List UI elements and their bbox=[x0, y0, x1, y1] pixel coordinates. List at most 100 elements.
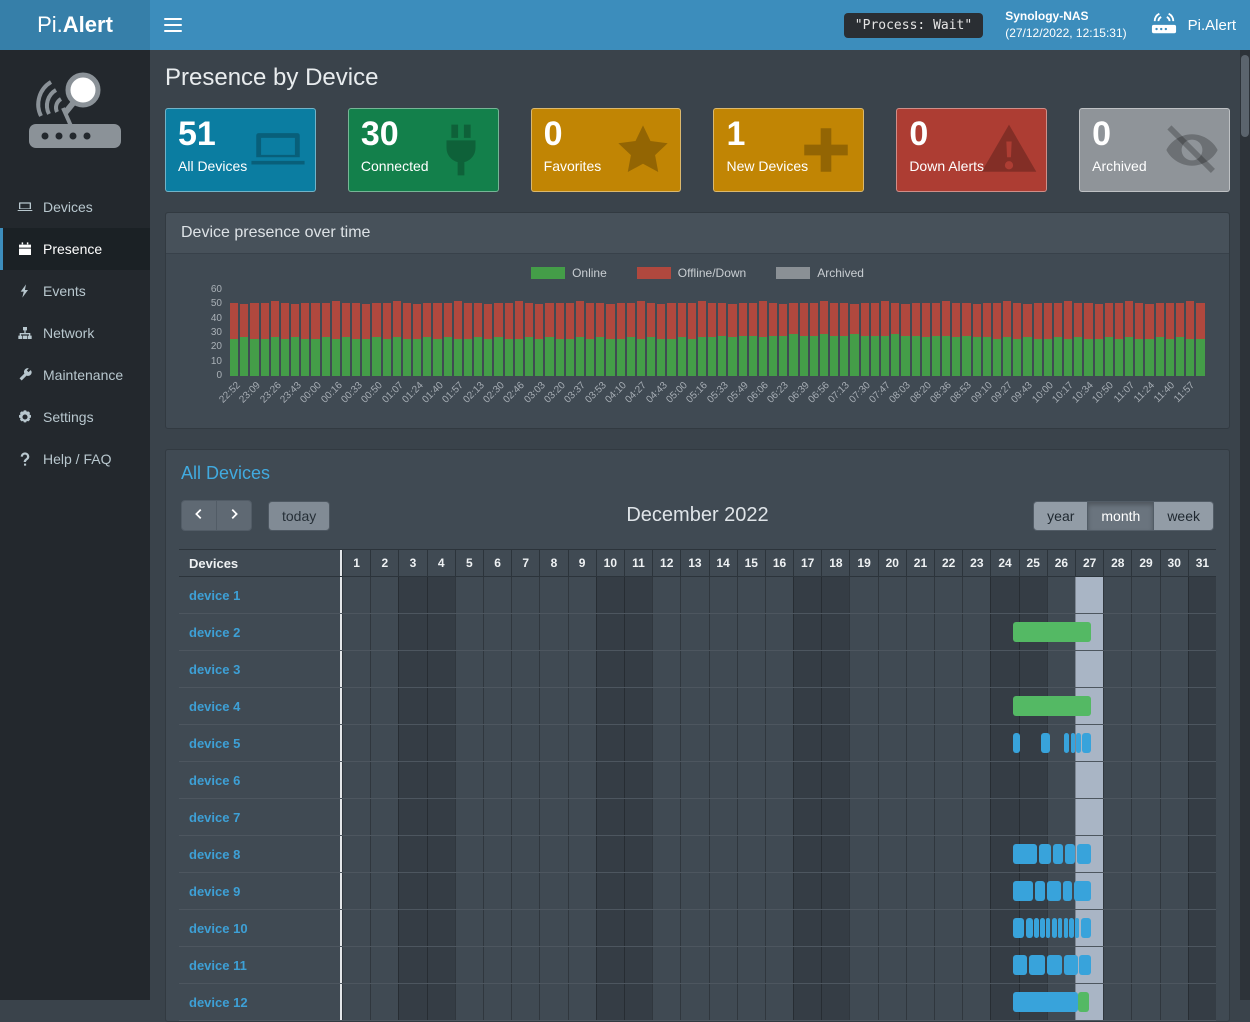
scrollbar-track[interactable] bbox=[1240, 50, 1250, 1000]
day-cell bbox=[511, 651, 539, 687]
device-link[interactable]: device 12 bbox=[189, 994, 248, 1010]
chart-bar bbox=[484, 290, 493, 376]
chart-bar bbox=[301, 290, 310, 376]
presence-bar[interactable] bbox=[1029, 955, 1046, 975]
app-logo[interactable]: Pi. Alert bbox=[0, 0, 150, 50]
wrench-icon bbox=[17, 367, 33, 383]
card-connected[interactable]: 30 Connected bbox=[347, 108, 499, 192]
scrollbar-thumb[interactable] bbox=[1241, 55, 1249, 137]
sidebar-item-events[interactable]: Events bbox=[0, 270, 150, 312]
today-button[interactable]: today bbox=[268, 500, 331, 531]
card-archived[interactable]: 0 Archived bbox=[1079, 108, 1230, 192]
presence-bar[interactable] bbox=[1040, 918, 1045, 938]
card-all-devices[interactable]: 51 All Devices bbox=[165, 108, 316, 192]
day-cell bbox=[1103, 836, 1131, 872]
sidebar-item-settings[interactable]: Settings bbox=[0, 396, 150, 438]
day-cell bbox=[426, 725, 455, 761]
device-link[interactable]: device 7 bbox=[189, 809, 241, 825]
day-cell bbox=[342, 799, 370, 835]
presence-bar[interactable] bbox=[1063, 733, 1069, 753]
view-month-button[interactable]: month bbox=[1087, 500, 1155, 531]
presence-bar[interactable] bbox=[1074, 881, 1091, 901]
sidebar-item-help[interactable]: Help / FAQ bbox=[0, 438, 150, 480]
device-link[interactable]: device 10 bbox=[189, 920, 248, 936]
day-cell bbox=[1187, 799, 1216, 835]
card-new-devices[interactable]: 1 New Devices bbox=[713, 108, 865, 192]
presence-bar[interactable] bbox=[1013, 918, 1025, 938]
day-cell bbox=[1075, 799, 1104, 835]
presence-bar[interactable] bbox=[1013, 955, 1028, 975]
presence-bar[interactable] bbox=[1013, 622, 1091, 642]
presence-bars-overlay bbox=[342, 799, 1216, 835]
day-cell bbox=[482, 910, 511, 946]
presence-bar[interactable] bbox=[1013, 844, 1037, 864]
presence-bar[interactable] bbox=[1025, 918, 1033, 938]
device-link[interactable]: device 9 bbox=[189, 883, 241, 899]
x-tick-label: 07:13 bbox=[826, 380, 853, 406]
device-link[interactable]: device 3 bbox=[189, 661, 241, 677]
day-cell bbox=[482, 762, 511, 798]
presence-bar[interactable] bbox=[1076, 733, 1081, 753]
presence-bar[interactable] bbox=[1013, 733, 1021, 753]
presence-bar[interactable] bbox=[1058, 918, 1063, 938]
day-cell bbox=[821, 947, 850, 983]
presence-bar[interactable] bbox=[1082, 733, 1091, 753]
presence-bar[interactable] bbox=[1045, 918, 1051, 938]
presence-bar[interactable] bbox=[1013, 696, 1091, 716]
device-link[interactable]: device 1 bbox=[189, 587, 241, 603]
card-favorites[interactable]: 0 Favorites bbox=[530, 108, 682, 192]
device-link[interactable]: device 2 bbox=[189, 624, 241, 640]
presence-bar[interactable] bbox=[1069, 918, 1074, 938]
view-year-button[interactable]: year bbox=[1033, 500, 1089, 531]
sidebar-item-network[interactable]: Network bbox=[0, 312, 150, 354]
presence-bar[interactable] bbox=[1075, 918, 1080, 938]
day-cell bbox=[426, 799, 455, 835]
presence-bar[interactable] bbox=[1064, 955, 1078, 975]
device-link[interactable]: device 11 bbox=[189, 957, 247, 973]
chart-bar bbox=[402, 290, 412, 376]
presence-bar[interactable] bbox=[1013, 881, 1033, 901]
device-link[interactable]: device 4 bbox=[189, 698, 241, 714]
day-cell bbox=[680, 651, 708, 687]
presence-bar[interactable] bbox=[1065, 844, 1076, 864]
presence-bar[interactable] bbox=[1063, 918, 1068, 938]
sidebar-item-maintenance[interactable]: Maintenance bbox=[0, 354, 150, 396]
day-header: 9 bbox=[567, 550, 596, 576]
presence-bar[interactable] bbox=[1080, 918, 1091, 938]
sidebar-item-label: Network bbox=[43, 325, 95, 341]
day-cell bbox=[793, 725, 822, 761]
day-cell bbox=[793, 836, 822, 872]
process-status-badge[interactable]: "Process: Wait" bbox=[843, 12, 984, 38]
day-cell bbox=[370, 873, 398, 909]
presence-bar[interactable] bbox=[1041, 733, 1050, 753]
view-week-button[interactable]: week bbox=[1153, 500, 1214, 531]
presence-bar[interactable] bbox=[1051, 918, 1057, 938]
presence-bar[interactable] bbox=[1062, 881, 1073, 901]
presence-bar[interactable] bbox=[1038, 844, 1052, 864]
presence-bar[interactable] bbox=[1046, 881, 1061, 901]
card-down-alerts[interactable]: 0 Down Alerts bbox=[896, 108, 1048, 192]
day-header: 30 bbox=[1159, 550, 1188, 576]
presence-bar[interactable] bbox=[1034, 881, 1046, 901]
sidebar-item-presence[interactable]: Presence bbox=[0, 228, 150, 270]
presence-bar[interactable] bbox=[1070, 733, 1076, 753]
chart-bar bbox=[230, 290, 239, 376]
laptop-icon bbox=[17, 199, 33, 215]
day-cell bbox=[539, 651, 567, 687]
sidebar-toggle-button[interactable] bbox=[150, 0, 196, 50]
presence-bar[interactable] bbox=[1079, 955, 1091, 975]
device-link[interactable]: device 6 bbox=[189, 772, 241, 788]
day-cell bbox=[680, 688, 708, 724]
presence-bar[interactable] bbox=[1053, 844, 1064, 864]
next-button[interactable] bbox=[216, 500, 252, 531]
prev-button[interactable] bbox=[181, 500, 217, 531]
device-link[interactable]: device 8 bbox=[189, 846, 241, 862]
device-link[interactable]: device 5 bbox=[189, 735, 241, 751]
presence-bar[interactable] bbox=[1034, 918, 1039, 938]
sidebar-item-devices[interactable]: Devices bbox=[0, 186, 150, 228]
presence-bar[interactable] bbox=[1013, 992, 1078, 1012]
presence-bar[interactable] bbox=[1077, 992, 1090, 1012]
day-cell bbox=[398, 577, 427, 613]
presence-bar[interactable] bbox=[1047, 955, 1063, 975]
presence-bar[interactable] bbox=[1077, 844, 1091, 864]
